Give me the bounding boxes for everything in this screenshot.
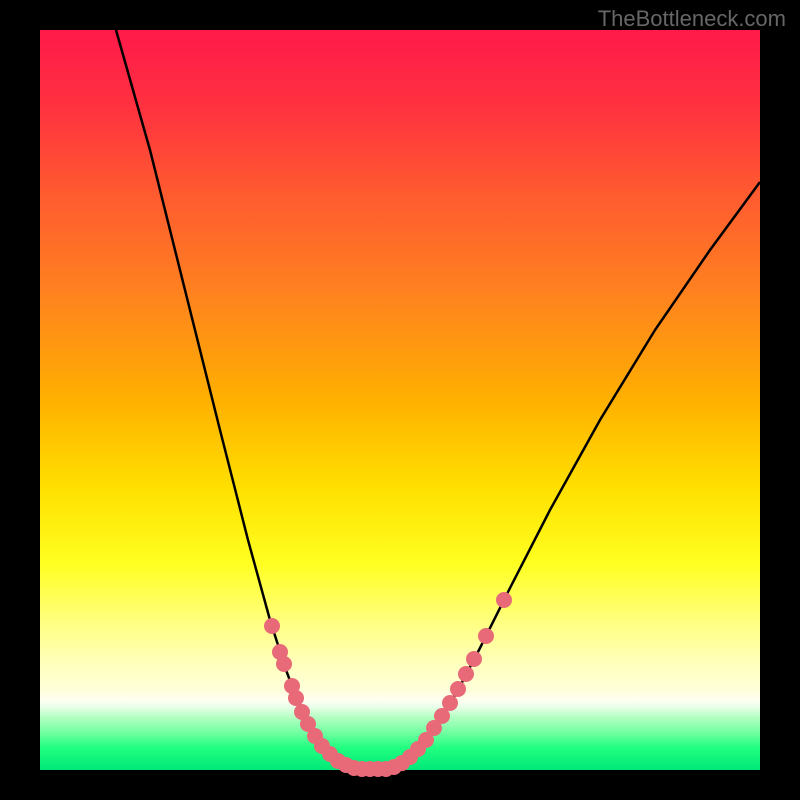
bottleneck-chart xyxy=(0,0,800,800)
data-point xyxy=(450,681,466,697)
data-point xyxy=(442,695,458,711)
data-point xyxy=(458,666,474,682)
data-point xyxy=(466,651,482,667)
watermark-text: TheBottleneck.com xyxy=(598,6,786,32)
data-point xyxy=(264,618,280,634)
data-point xyxy=(496,592,512,608)
data-point xyxy=(276,656,292,672)
data-point xyxy=(288,690,304,706)
data-point xyxy=(478,628,494,644)
